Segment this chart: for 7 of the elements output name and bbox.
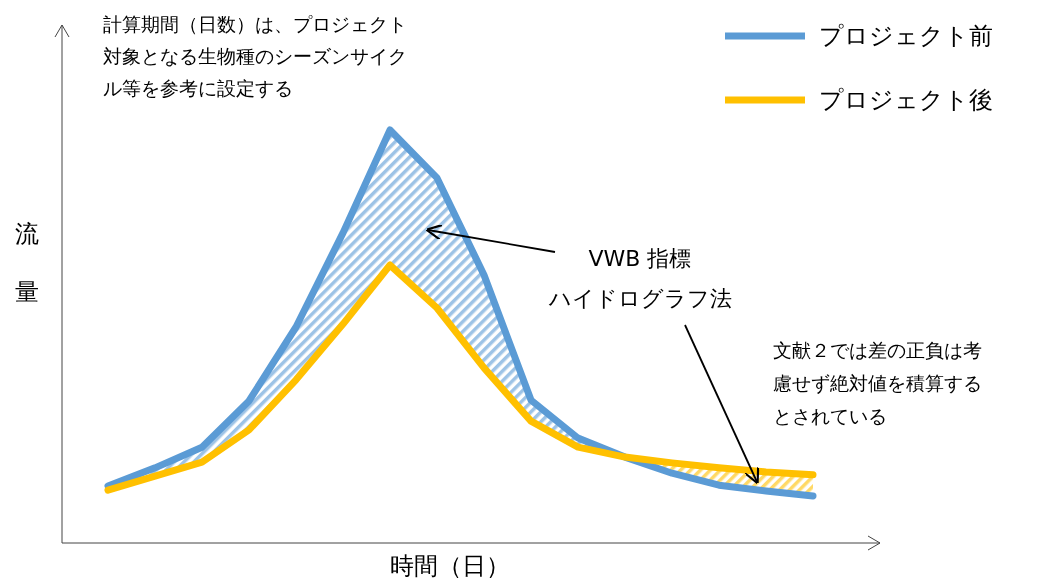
annotation: 文献２では差の正負は考慮せず絶対値を積算するとされている (773, 339, 982, 427)
x-axis-title: 時間（日） (390, 552, 510, 580)
legend-label: プロジェクト前 (819, 22, 993, 50)
legend-label: プロジェクト後 (819, 86, 993, 114)
annotation: VWB 指標ハイドログラフ法 (547, 246, 732, 311)
text: 流量 (15, 220, 39, 306)
text: 計算期間（日数）は、プロジェクト対象となる生物種のシーズンサイクル等を参考に設定する (103, 13, 407, 99)
